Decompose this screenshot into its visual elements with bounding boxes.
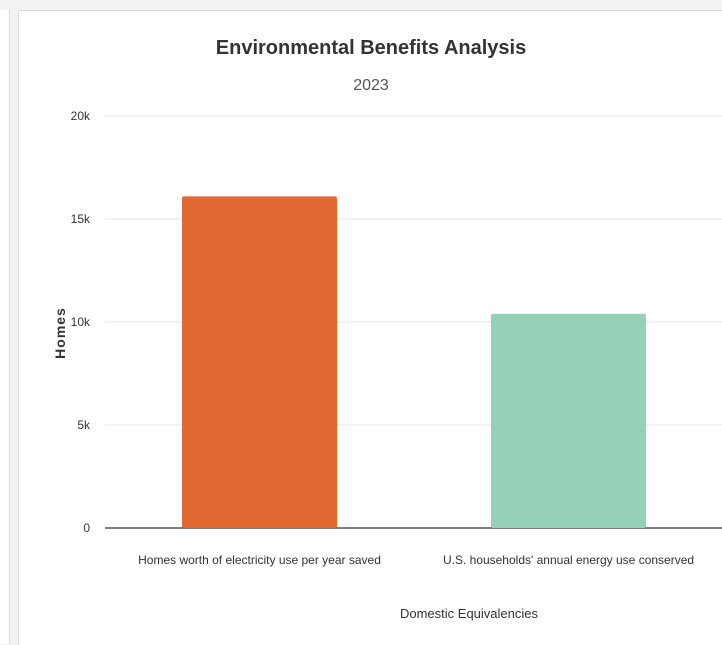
chart-card: Environmental Benefits Analysis 2023 0 5k… bbox=[18, 10, 722, 645]
chart-title: Environmental Benefits Analysis bbox=[215, 37, 527, 59]
bar-1[interactable] bbox=[182, 196, 337, 528]
x-axis-title: Domestic Equivalencies bbox=[400, 606, 539, 621]
y-axis-title: Homes bbox=[52, 307, 68, 359]
y-tick-label: 15k bbox=[71, 212, 91, 226]
y-tick-label: 10k bbox=[71, 315, 91, 329]
y-tick-label: 20k bbox=[71, 109, 91, 123]
chart-subtitle: 2023 bbox=[353, 77, 389, 94]
x-category-label: U.S. households' annual energy use conse… bbox=[443, 553, 694, 567]
bar-2[interactable] bbox=[491, 313, 646, 528]
y-tick-label: 5k bbox=[77, 418, 91, 432]
left-panel-edge bbox=[0, 10, 10, 644]
bar-chart: 0 5k 10k 15k 20k Homes worth of electricity u… bbox=[52, 109, 722, 621]
x-category-label: Homes worth of electricity use per year … bbox=[138, 553, 381, 567]
y-tick-label: 0 bbox=[83, 521, 90, 535]
